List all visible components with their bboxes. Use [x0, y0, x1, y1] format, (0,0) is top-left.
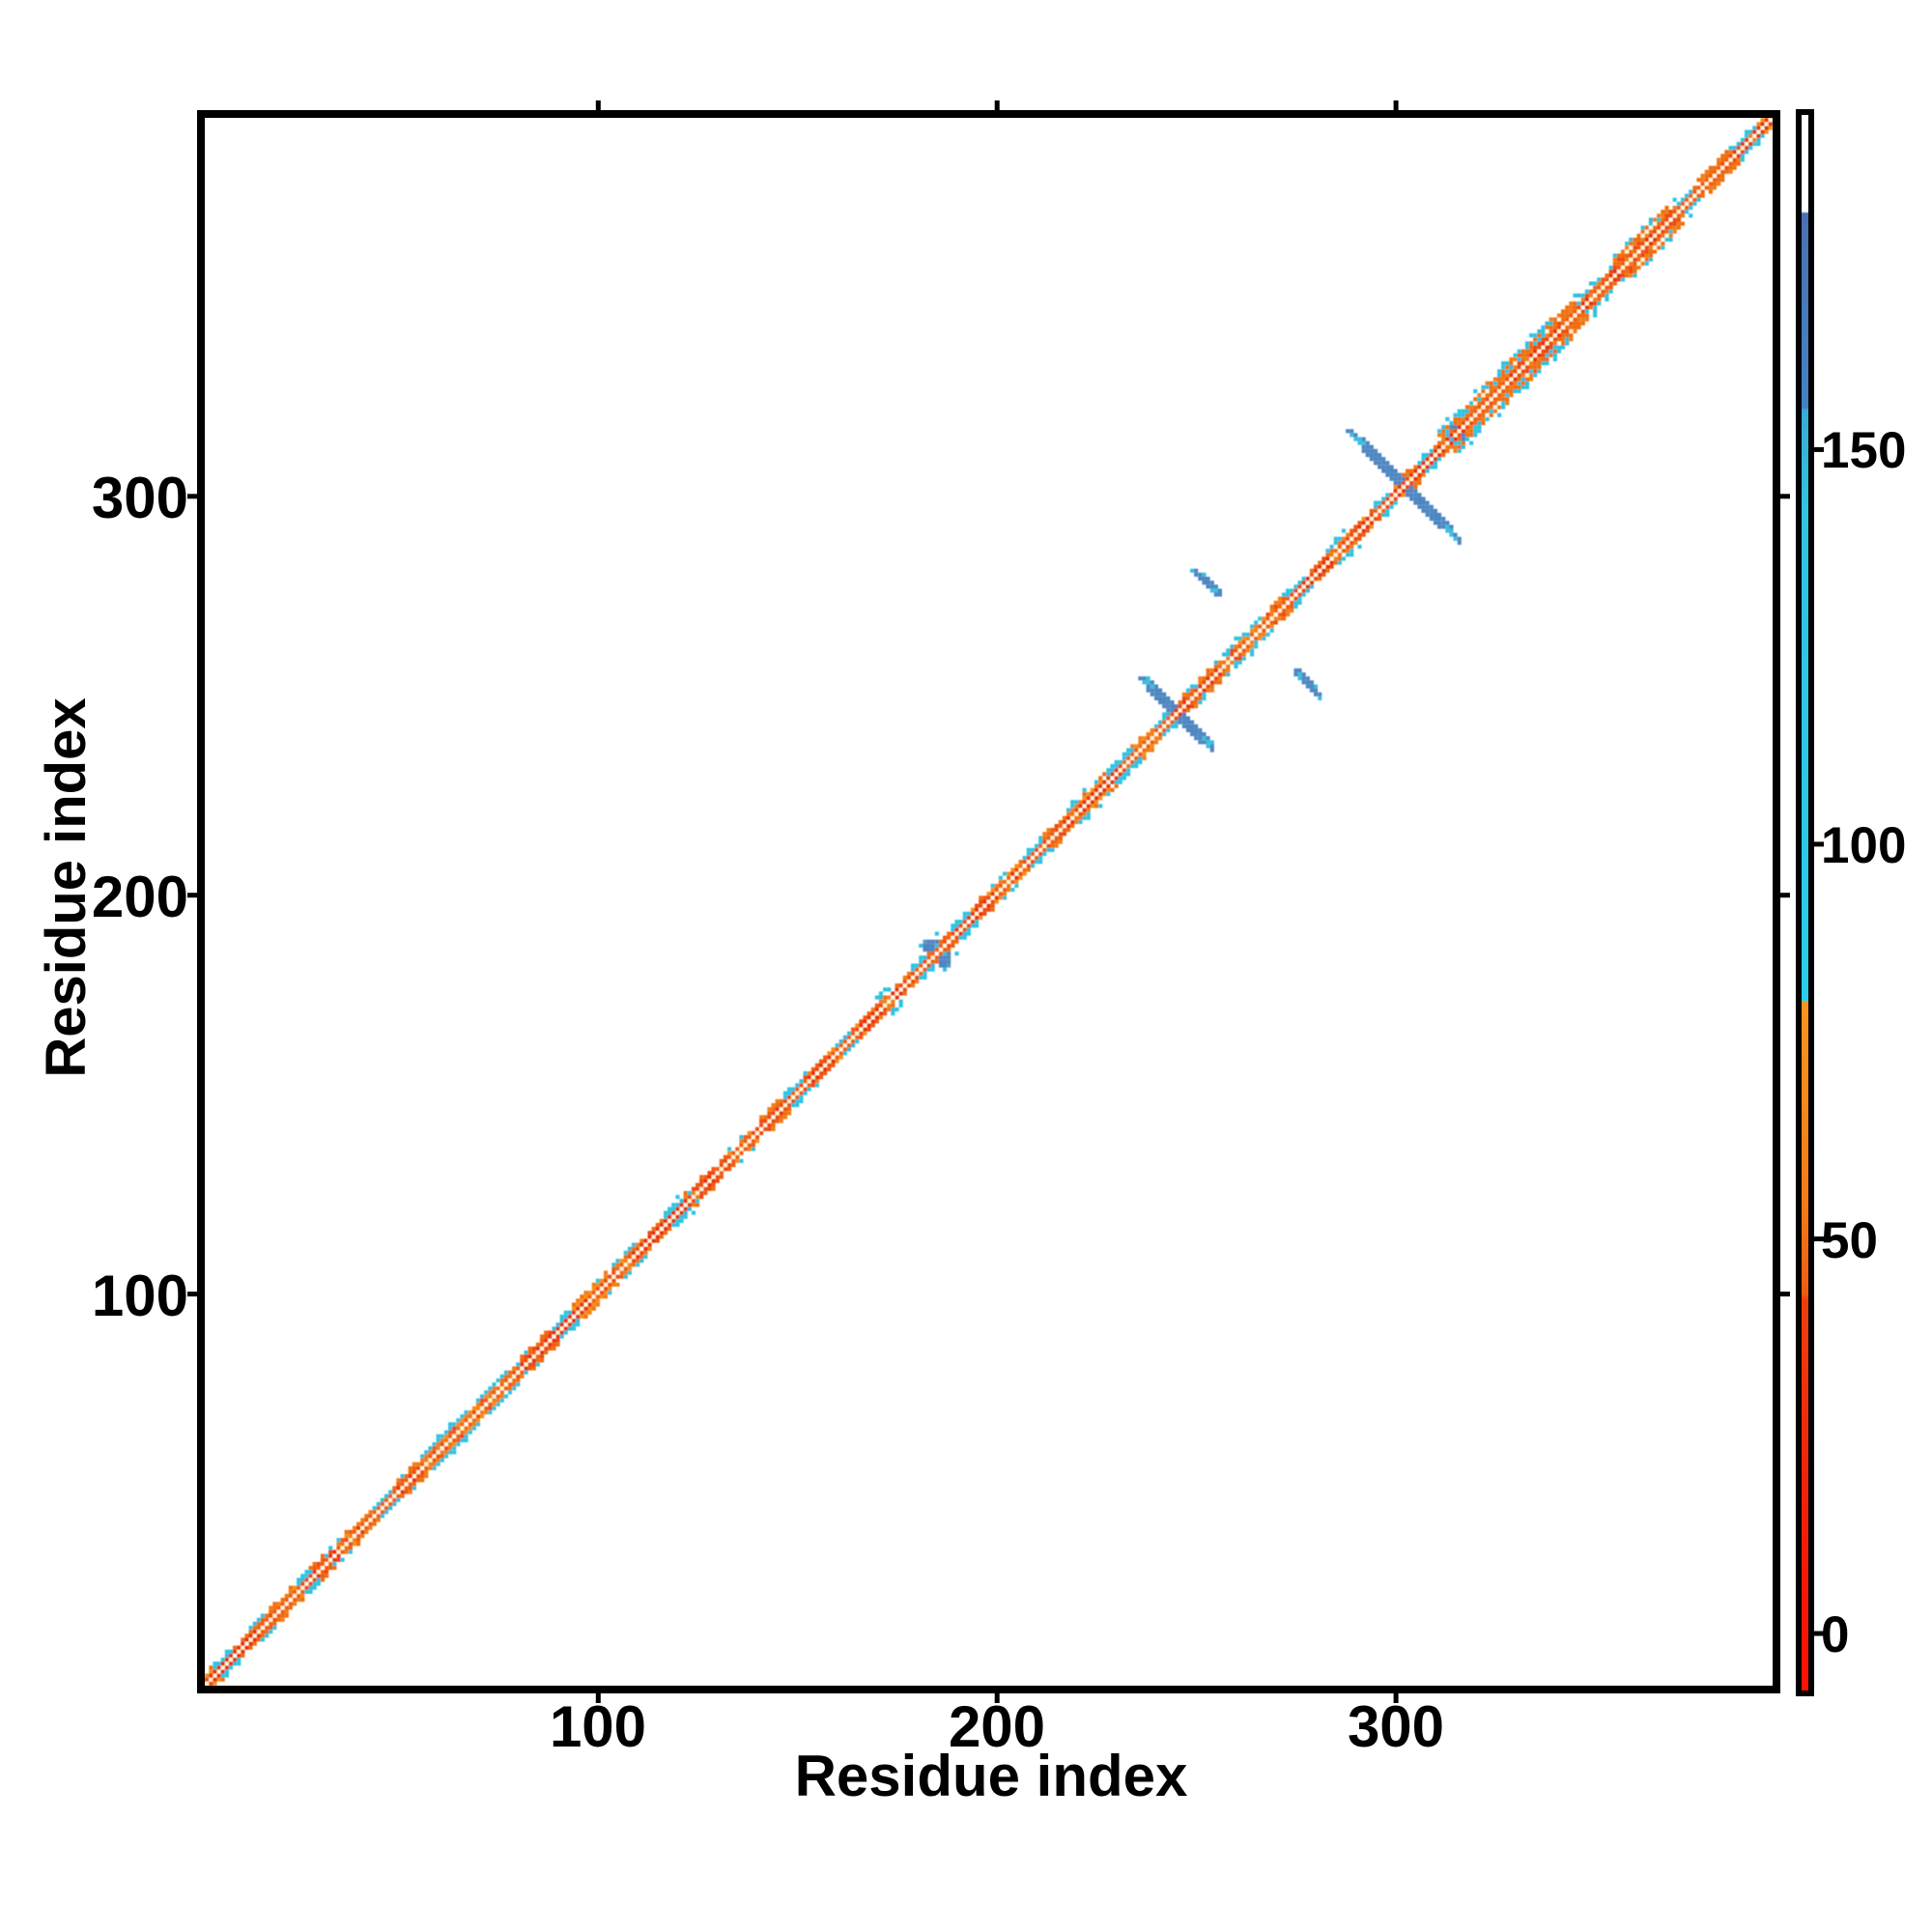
svg-text:50: 50 — [1821, 1212, 1878, 1269]
svg-text:200: 200 — [949, 1694, 1045, 1759]
svg-text:150: 150 — [1821, 422, 1906, 479]
svg-text:0: 0 — [1821, 1606, 1849, 1663]
svg-text:100: 100 — [92, 1264, 188, 1328]
svg-text:200: 200 — [92, 865, 188, 929]
svg-text:100: 100 — [1821, 817, 1906, 874]
svg-text:100: 100 — [550, 1694, 646, 1759]
svg-text:Residue index: Residue index — [35, 697, 98, 1077]
svg-text:300: 300 — [92, 466, 188, 530]
svg-text:300: 300 — [1348, 1694, 1444, 1759]
svg-text:Residue index: Residue index — [795, 1744, 1188, 1808]
